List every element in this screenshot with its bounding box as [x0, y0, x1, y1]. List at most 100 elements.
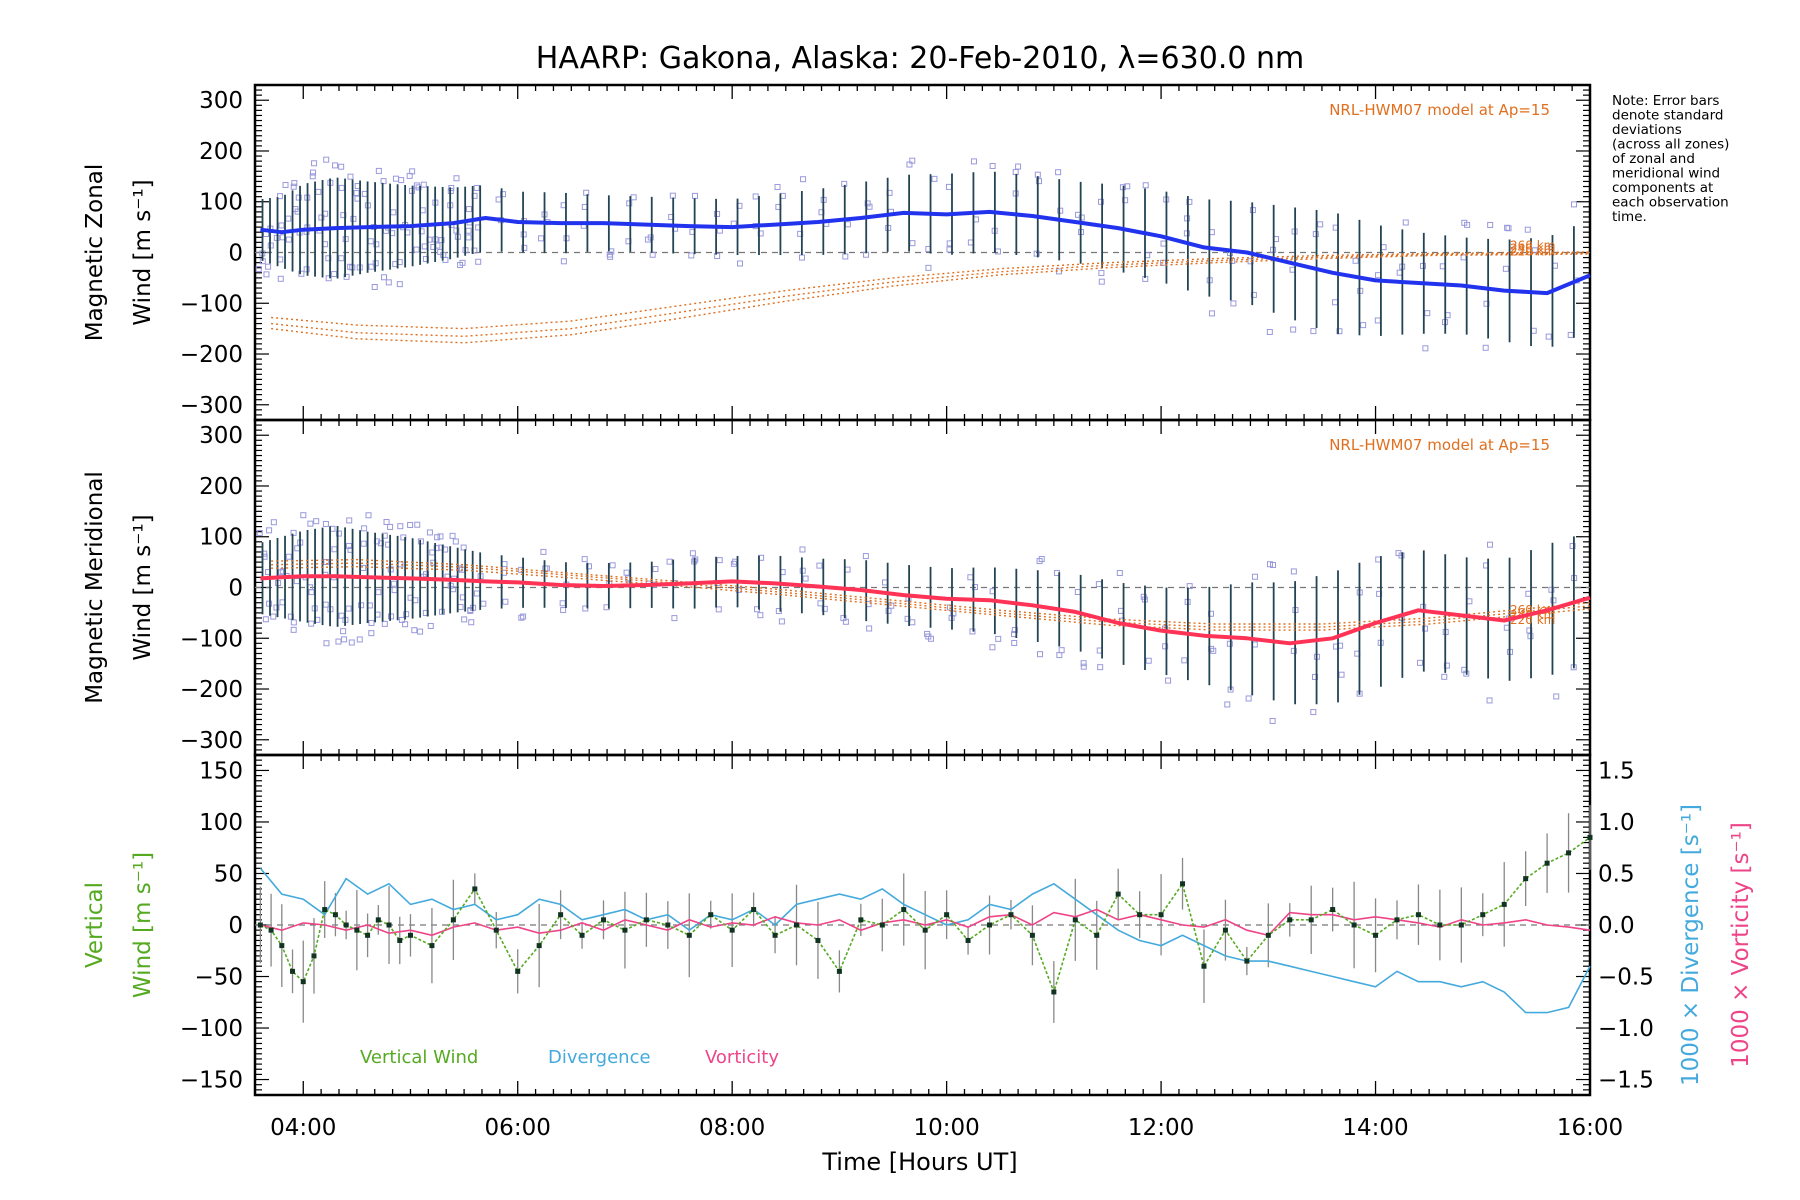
- sample-marker: [338, 612, 345, 619]
- legend-entry: Vertical Wind: [360, 1047, 478, 1068]
- x-axis-label: Time [Hours UT]: [821, 1148, 1017, 1176]
- sample-marker: [1245, 695, 1252, 702]
- x-tick-label: 16:00: [1557, 1115, 1623, 1141]
- sample-marker: [1098, 278, 1105, 285]
- vertical-wind-point: [300, 979, 306, 985]
- sample-marker: [538, 235, 545, 242]
- sample-marker: [434, 534, 441, 541]
- sample-marker: [1402, 219, 1409, 226]
- vertical-wind-point: [332, 912, 338, 918]
- sample-marker: [924, 630, 931, 637]
- vertical-wind-point: [1330, 907, 1336, 913]
- sample-marker: [1524, 226, 1531, 233]
- sample-marker: [341, 636, 348, 643]
- sample-marker: [864, 200, 871, 207]
- sample-marker: [906, 161, 913, 168]
- sample-marker: [1525, 590, 1532, 597]
- sample-marker: [647, 234, 654, 241]
- sample-marker: [323, 156, 330, 163]
- sample-marker: [844, 566, 851, 573]
- sample-marker: [1057, 207, 1064, 214]
- model-altitude-label: 260 km: [1510, 239, 1555, 253]
- sample-marker: [669, 192, 676, 199]
- sample-marker: [1011, 627, 1018, 634]
- sample-marker: [1251, 573, 1258, 580]
- sample-marker: [375, 167, 382, 174]
- vertical-wind-point: [1437, 922, 1443, 928]
- sample-marker: [318, 214, 325, 221]
- vertical-wind-point: [397, 937, 403, 943]
- vertical-wind-point: [1287, 917, 1293, 923]
- note-line: components at: [1612, 180, 1713, 196]
- sample-marker: [630, 194, 637, 201]
- sample-marker: [270, 613, 277, 620]
- sample-marker: [1310, 328, 1317, 335]
- y-axis-label: Magnetic Zonal: [82, 164, 108, 342]
- sample-marker: [368, 619, 375, 626]
- sample-marker: [1074, 589, 1081, 596]
- sample-marker: [449, 532, 456, 539]
- sample-marker: [1441, 673, 1448, 680]
- vertical-wind-point: [354, 927, 360, 933]
- sample-marker: [1058, 647, 1065, 654]
- vertical-wind-point: [407, 932, 413, 938]
- vertical-wind-point: [1480, 912, 1486, 918]
- sample-marker: [365, 512, 372, 519]
- x-tick-label: 04:00: [270, 1115, 336, 1141]
- sample-marker: [583, 189, 590, 196]
- sample-marker: [295, 194, 302, 201]
- vertical-wind-point: [1115, 891, 1121, 897]
- y-axis-label: Wind [m s⁻¹]: [130, 514, 156, 660]
- sample-marker: [559, 600, 566, 607]
- y-tick-label: 200: [199, 474, 243, 500]
- legend: Vertical Wind Divergence Vorticity: [360, 1047, 779, 1068]
- sample-marker: [1317, 221, 1324, 228]
- vertical-wind-point: [1587, 834, 1593, 840]
- sample-marker: [1269, 717, 1276, 724]
- sample-marker: [308, 589, 315, 596]
- sample-marker: [582, 605, 589, 612]
- sample-marker: [388, 613, 395, 620]
- vertical-wind-point: [1544, 860, 1550, 866]
- sample-marker: [1360, 322, 1367, 329]
- sample-marker: [1504, 224, 1511, 231]
- y-tick-label: −100: [180, 1016, 243, 1042]
- sample-marker: [310, 169, 317, 176]
- sample-marker: [862, 553, 869, 560]
- sample-marker: [1080, 663, 1087, 670]
- sample-marker: [881, 579, 888, 586]
- sample-marker: [452, 538, 459, 545]
- sample-marker: [1571, 201, 1578, 208]
- sample-marker: [285, 553, 292, 560]
- vertical-wind-point: [729, 927, 735, 933]
- sample-marker: [465, 234, 472, 241]
- sample-marker: [1037, 651, 1044, 658]
- sample-marker: [1352, 257, 1359, 264]
- sample-marker: [1482, 344, 1489, 351]
- sample-marker: [413, 182, 420, 189]
- sample-marker: [453, 227, 460, 234]
- sample-marker: [356, 636, 363, 643]
- sample-marker: [331, 546, 338, 553]
- sample-marker: [904, 615, 911, 622]
- vertical-wind-point: [879, 922, 885, 928]
- y-tick-label: −200: [180, 677, 243, 703]
- x-tick-label: 06:00: [485, 1115, 551, 1141]
- sample-marker: [426, 529, 433, 536]
- vertical-wind-point: [772, 932, 778, 938]
- sample-marker: [448, 185, 455, 192]
- sample-marker: [266, 527, 273, 534]
- sample-marker: [293, 578, 300, 585]
- sample-marker: [971, 584, 978, 591]
- vertical-wind-point: [1394, 917, 1400, 923]
- sample-marker: [950, 610, 957, 617]
- sample-marker: [418, 228, 425, 235]
- sample-marker: [666, 558, 673, 565]
- sample-marker: [309, 173, 316, 180]
- sample-marker: [1424, 310, 1431, 317]
- sample-marker: [560, 607, 567, 614]
- sample-marker: [844, 221, 851, 228]
- vorticity-axis-label: 1000 × Vorticity [s⁻¹]: [1728, 822, 1754, 1068]
- vertical-wind-point: [1351, 922, 1357, 928]
- y2-tick-label: −1.5: [1598, 1068, 1654, 1094]
